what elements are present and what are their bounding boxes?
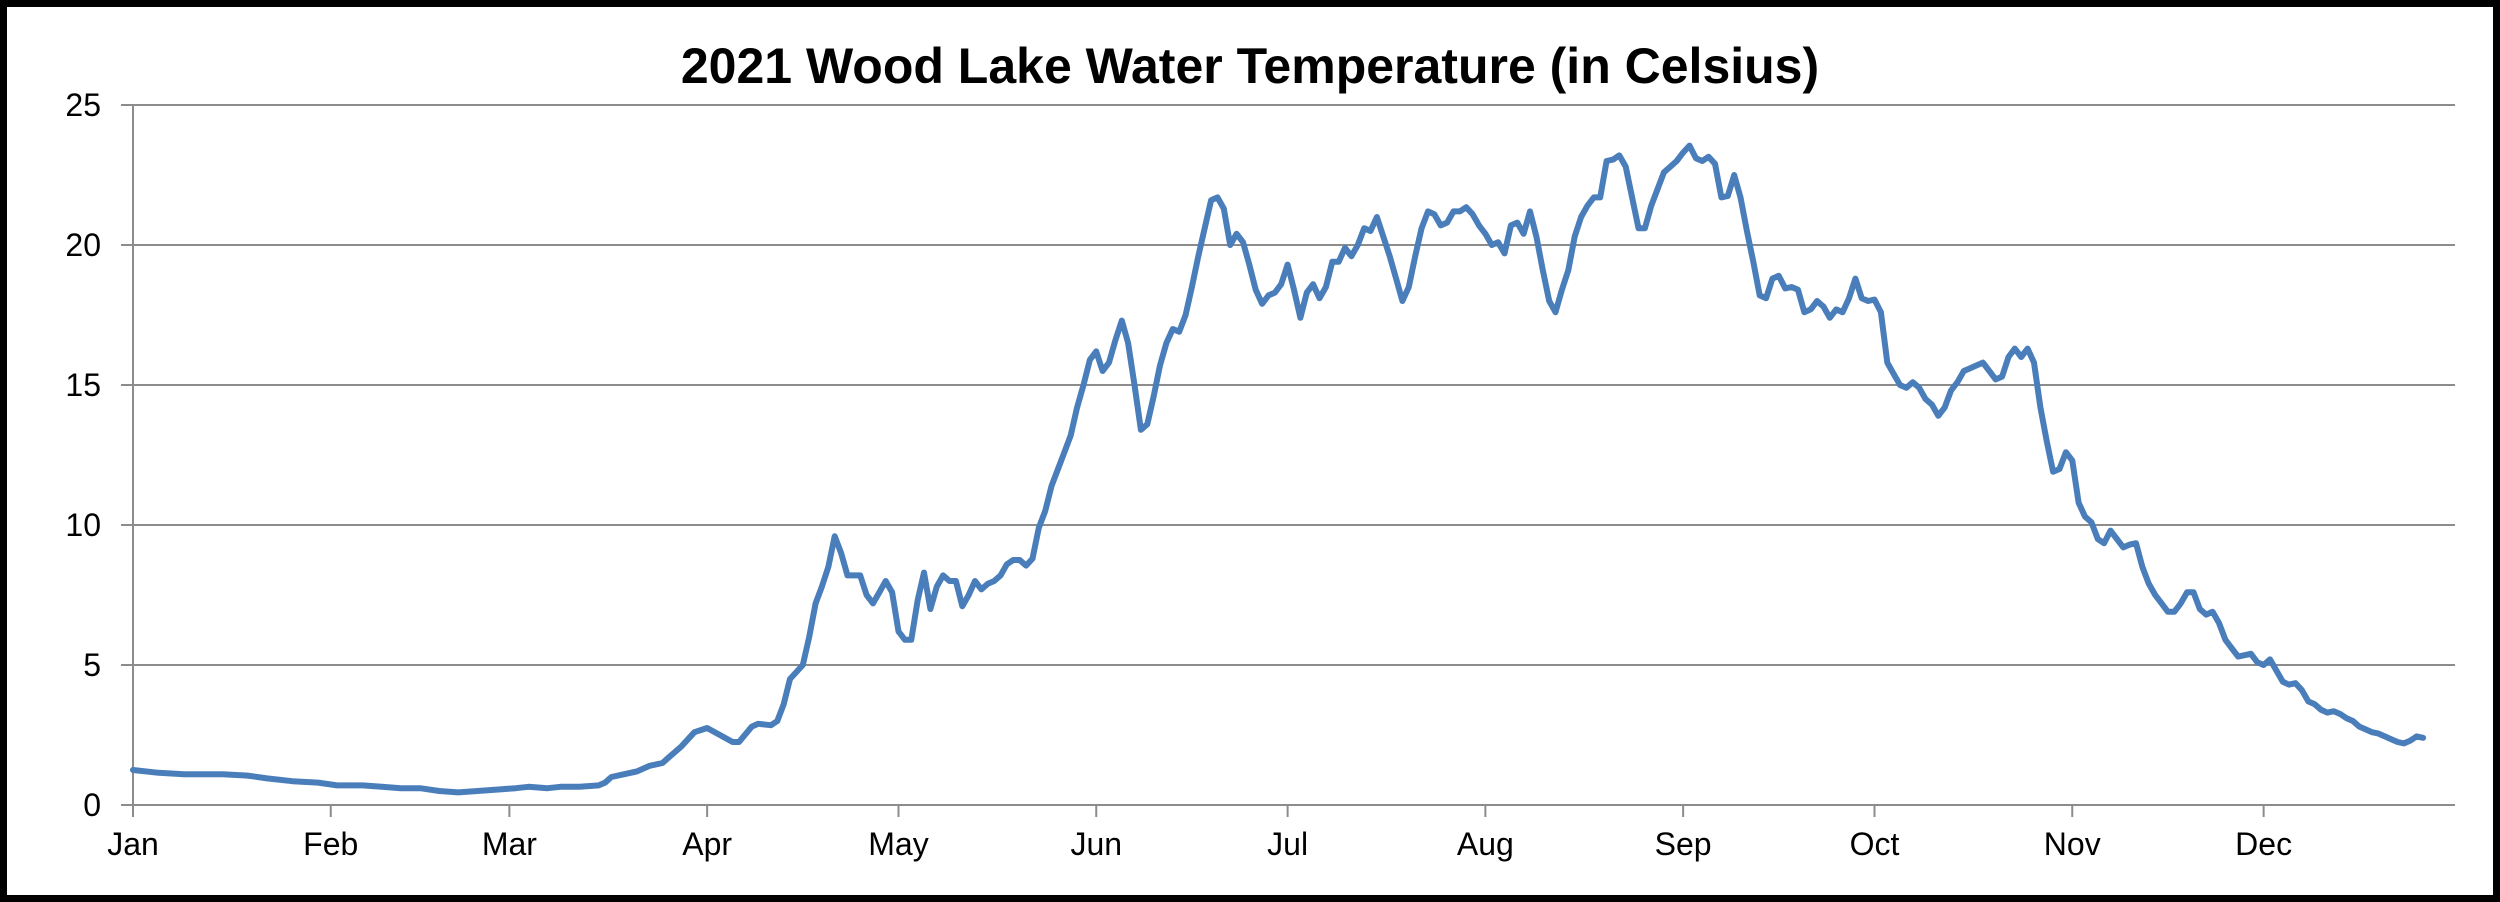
chart-title: 2021 Wood Lake Water Temperature (in Cel…: [681, 38, 1819, 94]
x-tick-label: May: [868, 826, 928, 862]
x-tick-label: Nov: [2044, 826, 2101, 862]
x-tick-label: Sep: [1655, 826, 1712, 862]
series-group: [130, 142, 2427, 796]
axes: [132, 105, 2455, 806]
y-tick-label: 10: [65, 507, 101, 543]
gridlines: [133, 104, 2455, 666]
x-tick-label: Jan: [107, 826, 159, 862]
y-axis-ticks: 0 5 10 15 20 25: [65, 87, 133, 823]
x-tick-label: Jul: [1267, 826, 1308, 862]
y-tick-label: 20: [65, 227, 101, 263]
y-tick-label: 25: [65, 87, 101, 123]
x-tick-label: Oct: [1850, 826, 1900, 862]
x-tick-label: Jun: [1070, 826, 1122, 862]
x-tick-label: Feb: [303, 826, 358, 862]
y-tick-label: 5: [83, 647, 101, 683]
x-tick-label: Mar: [482, 826, 537, 862]
x-axis-ticks: Jan Feb Mar Apr May Jun Jul Aug Sep Oct Nov Dec: [107, 805, 2292, 862]
x-tick-label: Apr: [682, 826, 732, 862]
x-tick-label: Dec: [2235, 826, 2292, 862]
x-tick-label: Aug: [1457, 826, 1514, 862]
y-tick-label: 15: [65, 367, 101, 403]
series-line-water-temperature: [130, 142, 2427, 796]
y-tick-label: 0: [83, 787, 101, 823]
